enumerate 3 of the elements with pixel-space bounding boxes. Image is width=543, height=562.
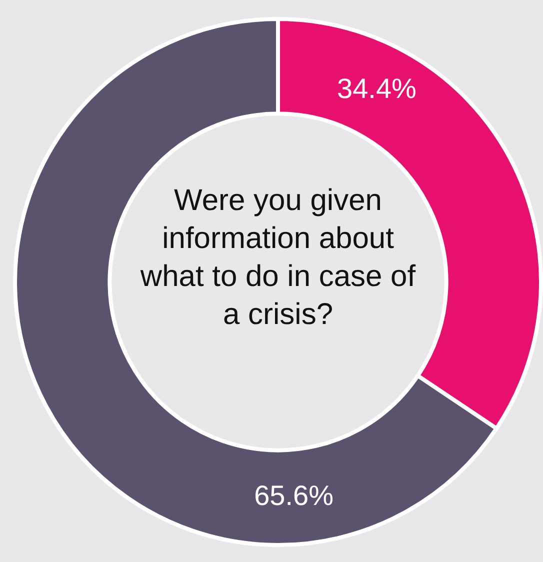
data-label: 65.6% xyxy=(254,480,334,511)
text: Were you given information about what to do in case of a crisis? xyxy=(139,183,417,333)
data-label: 34.4% xyxy=(337,72,416,104)
